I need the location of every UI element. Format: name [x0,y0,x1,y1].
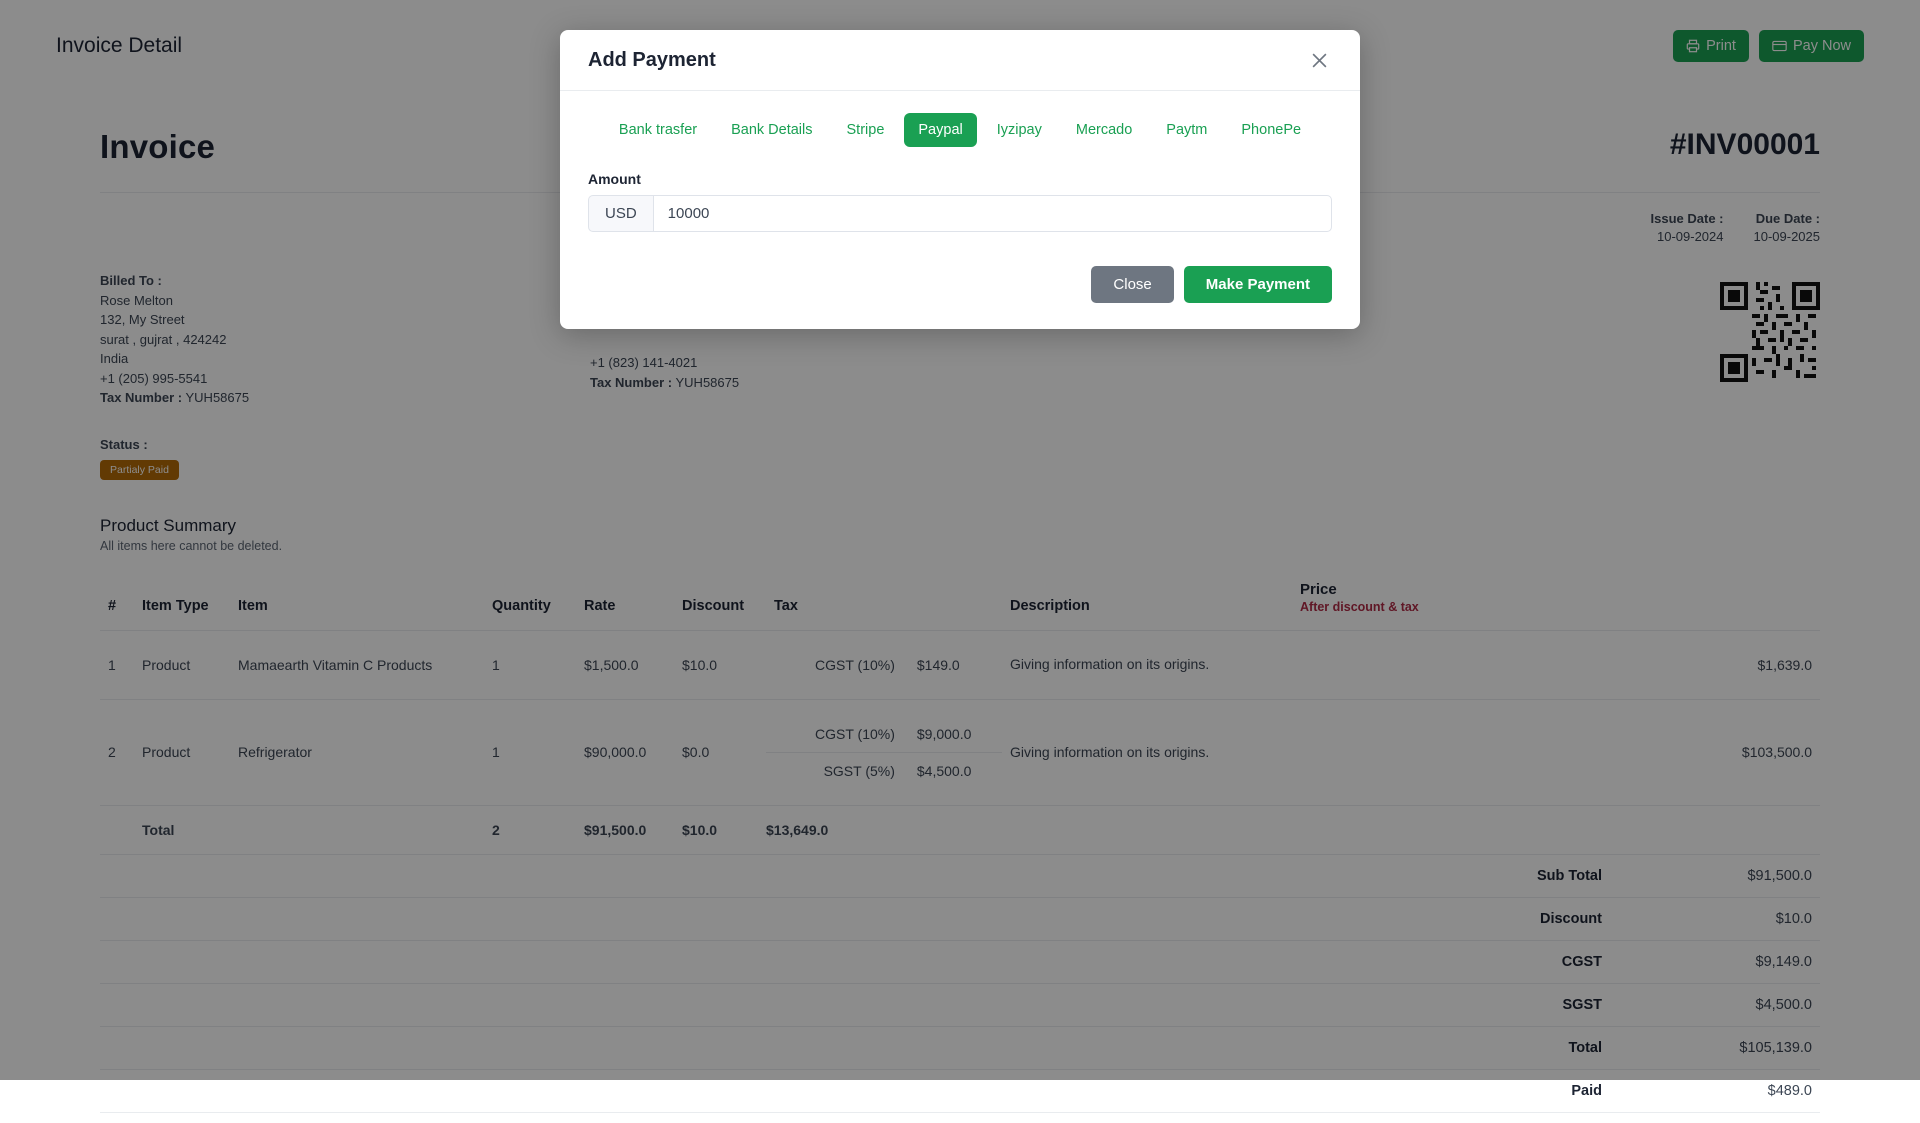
payment-tab-bank-trasfer[interactable]: Bank trasfer [605,113,711,147]
close-icon[interactable] [1306,47,1332,73]
amount-label: Amount [588,171,1332,187]
payment-tab-paypal[interactable]: Paypal [904,113,976,147]
payment-tab-iyzipay[interactable]: Iyzipay [983,113,1056,147]
amount-input-group: USD [588,195,1332,232]
payment-tab-bank-details[interactable]: Bank Details [717,113,826,147]
close-button[interactable]: Close [1091,266,1173,303]
payment-tab-phonepe[interactable]: PhonePe [1227,113,1315,147]
currency-addon: USD [588,195,653,232]
payment-tab-stripe[interactable]: Stripe [833,113,899,147]
payment-tab-paytm[interactable]: Paytm [1152,113,1221,147]
amount-input[interactable] [653,195,1332,232]
modal-title: Add Payment [588,49,716,72]
make-payment-button[interactable]: Make Payment [1184,266,1332,303]
modal-header: Add Payment [560,30,1360,91]
modal-footer: Close Make Payment [560,242,1360,329]
payment-tab-mercado[interactable]: Mercado [1062,113,1146,147]
